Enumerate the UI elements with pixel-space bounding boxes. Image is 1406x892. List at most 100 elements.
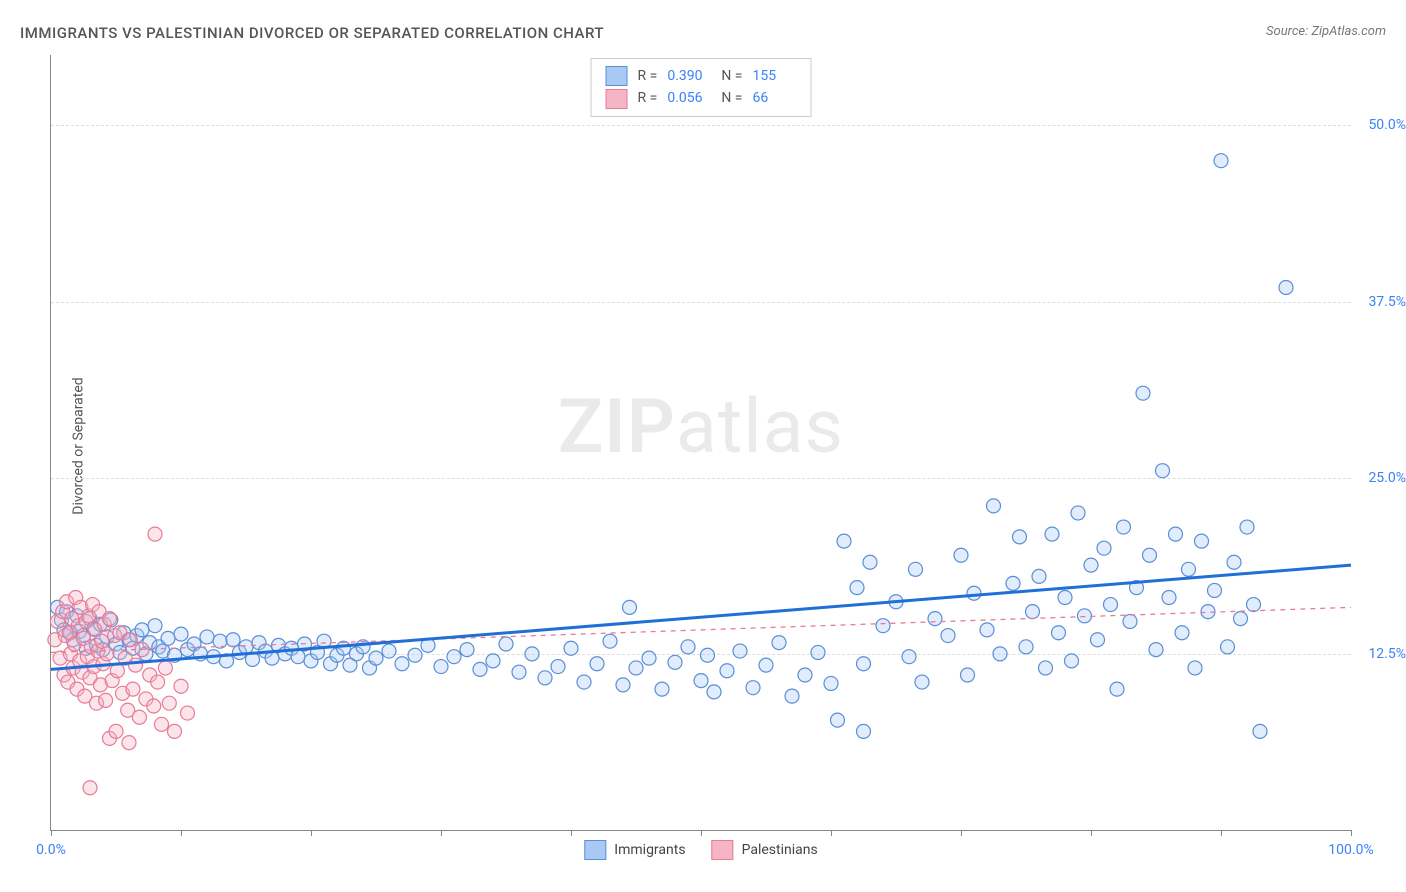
data-point (837, 534, 851, 548)
data-point (109, 724, 123, 738)
data-point (1227, 555, 1241, 569)
data-point (902, 650, 916, 664)
x-tick (701, 830, 702, 836)
plot-area: ZIPatlas 12.5%25.0%37.5%50.0% 0.0%100.0%… (50, 55, 1351, 831)
data-point (961, 668, 975, 682)
scatter-svg (51, 55, 1351, 830)
y-tick-label: 37.5% (1368, 294, 1406, 310)
data-point (681, 640, 695, 654)
x-tick (1091, 830, 1092, 836)
data-point (1097, 541, 1111, 555)
data-point (623, 600, 637, 614)
data-point (122, 736, 136, 750)
data-point (382, 644, 396, 658)
data-point (967, 586, 981, 600)
data-point (1052, 626, 1066, 640)
data-point (954, 548, 968, 562)
data-point (239, 640, 253, 654)
data-point (831, 713, 845, 727)
chart-title: IMMIGRANTS VS PALESTINIAN DIVORCED OR SE… (20, 24, 604, 42)
data-point (551, 660, 565, 674)
data-point (161, 631, 175, 645)
data-point (1110, 682, 1124, 696)
data-point (655, 682, 669, 696)
data-point (123, 633, 137, 647)
data-point (876, 619, 890, 633)
data-point (1117, 520, 1131, 534)
x-tick (181, 830, 182, 836)
x-tick (961, 830, 962, 836)
data-point (1253, 724, 1267, 738)
data-point (1221, 640, 1235, 654)
x-tick (1221, 830, 1222, 836)
data-point (746, 681, 760, 695)
n-label: N = (721, 65, 742, 87)
data-point (1240, 520, 1254, 534)
data-point (83, 781, 97, 795)
data-point (694, 674, 708, 688)
data-point (564, 641, 578, 655)
data-point (857, 724, 871, 738)
data-point (1175, 626, 1189, 640)
data-point (701, 648, 715, 662)
data-point (980, 623, 994, 637)
legend-item: Palestinians (712, 840, 818, 860)
n-value-immigrants: 155 (752, 65, 796, 87)
x-tick (441, 830, 442, 836)
data-point (1084, 558, 1098, 572)
data-point (1143, 548, 1157, 562)
data-point (200, 630, 214, 644)
data-point (1065, 654, 1079, 668)
data-point (168, 724, 182, 738)
data-point (1214, 154, 1228, 168)
chart-container: IMMIGRANTS VS PALESTINIAN DIVORCED OR SE… (0, 0, 1406, 892)
x-tick-label: 100.0% (1328, 842, 1373, 858)
data-point (499, 637, 513, 651)
data-point (1149, 643, 1163, 657)
legend-label: Palestinians (742, 842, 818, 858)
x-tick (1351, 830, 1352, 836)
data-point (1032, 569, 1046, 583)
r-value-immigrants: 0.390 (667, 65, 711, 87)
data-point (1123, 614, 1137, 628)
data-point (577, 675, 591, 689)
source-name: ZipAtlas.com (1311, 24, 1386, 39)
data-point (720, 664, 734, 678)
x-tick (311, 830, 312, 836)
data-point (1104, 598, 1118, 612)
data-point (1013, 530, 1027, 544)
source-label: Source: (1266, 24, 1308, 39)
x-tick-label: 0.0% (36, 842, 66, 858)
n-value-palestinians: 66 (752, 87, 796, 109)
data-point (1156, 464, 1170, 478)
swatch-immigrants (606, 66, 628, 86)
data-point (181, 706, 195, 720)
data-point (1091, 633, 1105, 647)
data-point (434, 660, 448, 674)
correlation-legend: R = 0.390 N = 155 R = 0.056 N = 66 (591, 58, 812, 117)
data-point (129, 658, 143, 672)
data-point (909, 562, 923, 576)
x-tick (51, 830, 52, 836)
data-point (126, 682, 140, 696)
data-point (132, 710, 146, 724)
data-point (408, 648, 422, 662)
n-label: N = (721, 87, 742, 109)
data-point (1208, 583, 1222, 597)
data-point (798, 668, 812, 682)
data-point (155, 717, 169, 731)
data-point (486, 654, 500, 668)
legend-item: Immigrants (584, 840, 685, 860)
y-tick-label: 50.0% (1368, 117, 1406, 133)
data-point (642, 651, 656, 665)
data-point (1058, 591, 1072, 605)
data-point (785, 689, 799, 703)
r-label: R = (638, 65, 658, 87)
data-point (850, 581, 864, 595)
data-point (1078, 609, 1092, 623)
data-point (337, 641, 351, 655)
data-point (1136, 386, 1150, 400)
data-point (824, 676, 838, 690)
data-point (928, 612, 942, 626)
data-point (941, 629, 955, 643)
